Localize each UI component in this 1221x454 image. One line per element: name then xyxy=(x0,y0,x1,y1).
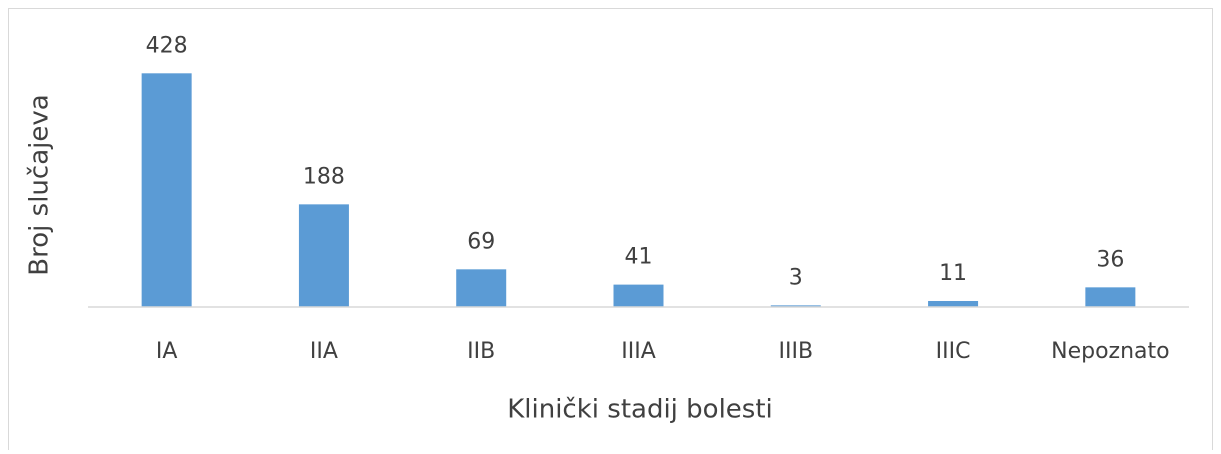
bar xyxy=(1085,287,1136,307)
x-tick-label: IIIA xyxy=(621,339,656,364)
bar xyxy=(141,73,192,307)
x-tick-label: IIB xyxy=(467,339,495,364)
data-label: 188 xyxy=(303,164,345,189)
x-tick-label: IIIC xyxy=(936,339,971,364)
data-label: 3 xyxy=(789,265,803,290)
chart-frame xyxy=(8,8,1213,454)
x-tick-label: IIA xyxy=(310,339,338,364)
data-label: 428 xyxy=(146,33,188,58)
data-label: 41 xyxy=(625,245,653,270)
bar xyxy=(928,300,979,307)
x-axis-title: Klinički stadij bolesti xyxy=(507,395,773,425)
data-label: 36 xyxy=(1096,247,1124,272)
x-tick-label: Nepoznato xyxy=(1051,339,1169,364)
bar xyxy=(613,284,664,307)
x-tick-label: IIIB xyxy=(779,339,814,364)
data-label: 11 xyxy=(939,261,967,286)
x-tick-label: IA xyxy=(156,339,178,364)
bar xyxy=(770,305,821,307)
y-axis-title: Broj slučajeva xyxy=(25,94,55,275)
data-label: 69 xyxy=(467,229,495,254)
bar xyxy=(456,269,507,307)
bar xyxy=(298,204,349,307)
